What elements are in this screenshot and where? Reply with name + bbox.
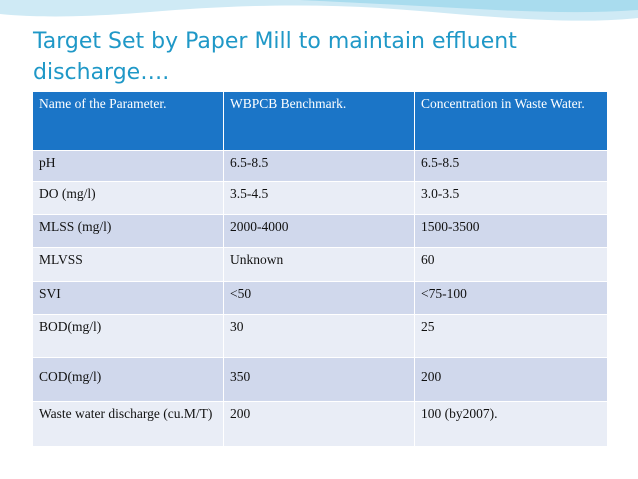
parameter-cell: Waste water discharge (cu.M/T) <box>32 401 224 447</box>
parameter-cell: MLVSS <box>32 247 224 282</box>
benchmark-cell: 3.5-4.5 <box>223 181 415 215</box>
concentration-cell: 100 (by2007). <box>414 401 608 447</box>
parameter-cell: COD(mg/l) <box>32 357 224 402</box>
header-wave-decoration <box>0 0 638 21</box>
parameter-cell: BOD(mg/l) <box>32 314 224 358</box>
parameter-cell: MLSS (mg/l) <box>32 214 224 248</box>
concentration-cell: 200 <box>414 357 608 402</box>
concentration-cell: 1500-3500 <box>414 214 608 248</box>
table-row: MLVSS Unknown 60 <box>32 247 608 282</box>
benchmark-cell: 6.5-8.5 <box>223 150 415 182</box>
table-row: COD(mg/l) 350 200 <box>32 357 608 402</box>
concentration-cell: 3.0-3.5 <box>414 181 608 215</box>
table-header-row: Name of the Parameter. WBPCB Benchmark. … <box>32 91 608 151</box>
parameter-cell: DO (mg/l) <box>32 181 224 215</box>
table-row: pH 6.5-8.5 6.5-8.5 <box>32 150 608 182</box>
benchmark-cell: Unknown <box>223 247 415 282</box>
benchmark-cell: 2000-4000 <box>223 214 415 248</box>
header-benchmark: WBPCB Benchmark. <box>223 91 415 151</box>
benchmark-cell: <50 <box>223 281 415 315</box>
header-parameter: Name of the Parameter. <box>32 91 224 151</box>
table-row: DO (mg/l) 3.5-4.5 3.0-3.5 <box>32 181 608 215</box>
benchmark-cell: 350 <box>223 357 415 402</box>
concentration-cell: 6.5-8.5 <box>414 150 608 182</box>
table-row: BOD(mg/l) 30 25 <box>32 314 608 358</box>
benchmark-cell: 30 <box>223 314 415 358</box>
table-row: MLSS (mg/l) 2000-4000 1500-3500 <box>32 214 608 248</box>
benchmark-cell: 200 <box>223 401 415 447</box>
effluent-targets-table: Name of the Parameter. WBPCB Benchmark. … <box>32 91 608 447</box>
slide-title: Target Set by Paper Mill to maintain eff… <box>33 29 517 85</box>
header-concentration: Concentration in Waste Water. <box>414 91 608 151</box>
parameter-cell: pH <box>32 150 224 182</box>
concentration-cell: <75-100 <box>414 281 608 315</box>
table-row: SVI <50 <75-100 <box>32 281 608 315</box>
table-row: Waste water discharge (cu.M/T) 200 100 (… <box>32 401 608 447</box>
parameter-cell: SVI <box>32 281 224 315</box>
concentration-cell: 25 <box>414 314 608 358</box>
concentration-cell: 60 <box>414 247 608 282</box>
